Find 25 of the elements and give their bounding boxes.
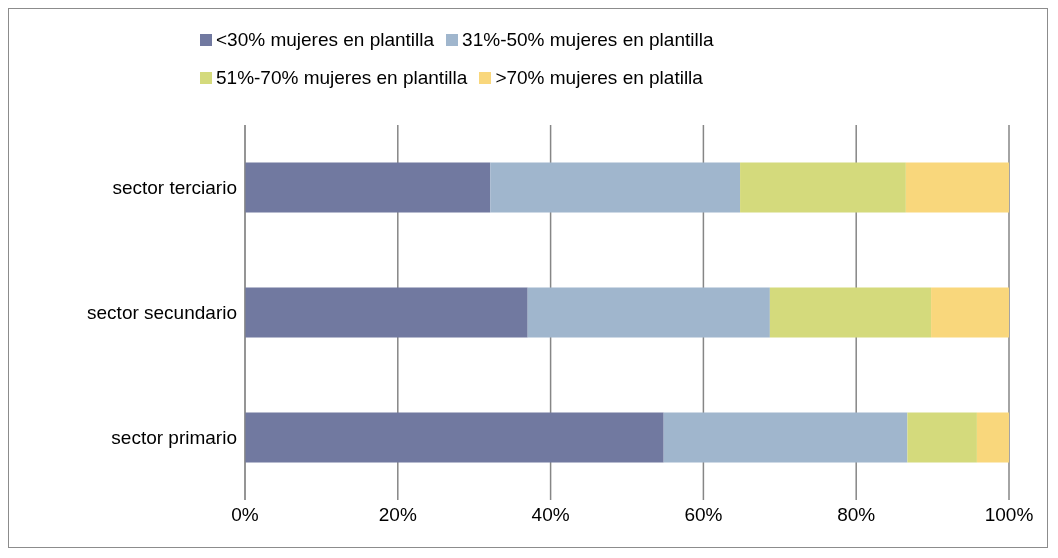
y-tick-label: sector terciario	[112, 177, 237, 199]
y-tick-label: sector primario	[111, 427, 237, 449]
x-tick-label: 100%	[984, 504, 1034, 526]
bar	[931, 287, 1009, 338]
legend-label: <30% mujeres en plantilla	[216, 28, 435, 52]
bar	[663, 412, 908, 463]
x-tick-label: 40%	[531, 504, 570, 526]
y-tick-label: sector secundario	[87, 302, 237, 324]
x-tick-label: 0%	[231, 504, 259, 526]
legend-label: 51%-70% mujeres en plantilla	[216, 66, 468, 90]
bar	[907, 412, 977, 463]
bar	[527, 287, 770, 338]
bar	[905, 162, 1009, 213]
x-tick-label: 60%	[684, 504, 723, 526]
x-tick-label: 80%	[837, 504, 876, 526]
bar	[769, 287, 932, 338]
x-tick-label: 20%	[378, 504, 417, 526]
legend-label: 31%-50% mujeres en plantilla	[462, 28, 714, 52]
bar	[245, 287, 528, 338]
legend-label: >70% mujeres en platilla	[495, 66, 703, 90]
bar	[245, 162, 491, 213]
bar	[490, 162, 741, 213]
bar	[245, 412, 664, 463]
bar	[740, 162, 906, 213]
bar	[976, 412, 1009, 463]
